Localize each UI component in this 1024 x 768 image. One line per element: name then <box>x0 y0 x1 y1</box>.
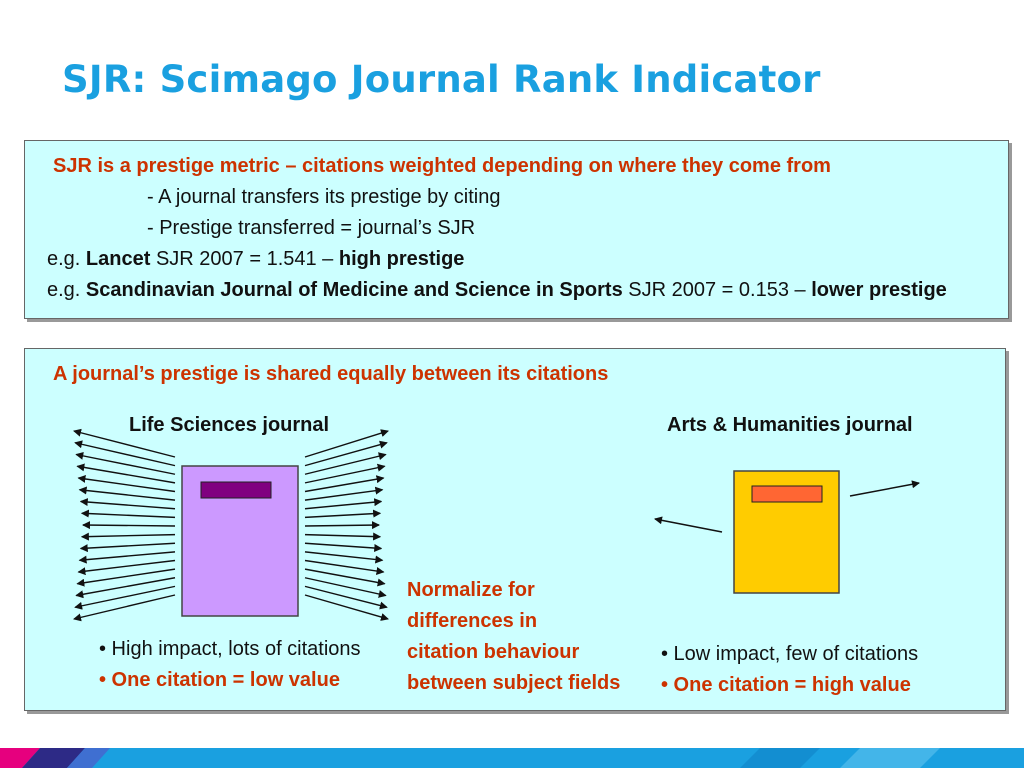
arts-point-value: • One citation = high value <box>661 674 911 696</box>
citation-arrow <box>304 551 384 564</box>
citation-arrow <box>74 585 176 610</box>
life-sciences-book-band <box>200 481 272 499</box>
citation-arrow <box>304 532 382 541</box>
citation-arrow <box>304 486 384 501</box>
example-lancet: e.g. Lancet SJR 2007 = 1.541 – high pres… <box>47 248 464 271</box>
citation-arrow <box>304 429 389 458</box>
sjr-value: SJR 2007 = 0.153 – <box>622 279 812 301</box>
citation-arrow <box>304 521 380 530</box>
journal-name: Scandinavian Journal of Medicine and Sci… <box>85 279 623 301</box>
citation-arrow <box>77 559 176 576</box>
citation-arrow <box>304 452 387 475</box>
eg-prefix: e.g. <box>47 248 86 270</box>
normalize-line3: citation behaviour <box>407 641 580 663</box>
normalize-line4: between subject fields <box>407 672 621 694</box>
arts-point-impact: • Low impact, few of citations <box>661 643 919 665</box>
slide-title: SJR: Scimago Journal Rank Indicator <box>62 58 821 101</box>
citation-arrow <box>78 551 176 564</box>
arts-humanities-label: Arts & Humanities journal <box>667 414 913 436</box>
prestige-verdict: lower prestige <box>811 279 947 301</box>
citation-arrow <box>80 532 176 541</box>
citation-arrow <box>304 577 387 598</box>
citation-arrow <box>78 486 176 501</box>
citation-arrow <box>74 440 176 467</box>
citation-arrow <box>304 594 389 621</box>
citation-arrow <box>849 480 920 497</box>
example-scandinavian: e.g. Scandinavian Journal of Medicine an… <box>47 279 947 302</box>
citation-arrow <box>304 498 383 510</box>
journal-name: Lancet <box>85 248 151 270</box>
citation-arrow <box>304 585 388 610</box>
citation-arrow <box>76 463 176 484</box>
citation-diagram <box>73 428 920 622</box>
prestige-verdict: high prestige <box>338 248 465 270</box>
prestige-sharing-panel: A journal’s prestige is shared equally b… <box>24 348 1006 711</box>
citation-arrow <box>79 498 176 510</box>
citation-arrow <box>304 542 383 553</box>
citation-arrow <box>304 463 386 484</box>
life-sciences-point-impact: • High impact, lots of citations <box>99 638 361 660</box>
citation-arrow <box>304 440 388 467</box>
citation-arrow <box>79 542 176 553</box>
citation-arrow <box>77 475 176 493</box>
citation-arrow <box>304 568 386 587</box>
sjr-definition-panel: SJR is a prestige metric – citations wei… <box>24 140 1009 319</box>
life-sciences-label: Life Sciences journal <box>129 414 330 436</box>
bottom-decorative-bar <box>0 748 1024 768</box>
citation-arrow <box>73 594 176 622</box>
citation-arrow <box>304 509 382 519</box>
citation-arrow <box>304 559 385 575</box>
normalize-line1: Normalize for <box>407 579 535 601</box>
life-sciences-citation-arrows <box>73 428 389 622</box>
panel1-heading: SJR is a prestige metric – citations wei… <box>53 155 831 177</box>
citation-arrow <box>76 568 176 587</box>
bullet-prestige-transferred: - Prestige transferred = journal’s SJR <box>147 217 476 239</box>
panel2-heading: A journal’s prestige is shared equally b… <box>53 363 609 385</box>
normalize-line2: differences in <box>407 610 538 632</box>
bullet-prestige-citing: - A journal transfers its prestige by ci… <box>147 186 501 208</box>
eg-prefix: e.g. <box>47 279 86 301</box>
citation-arrow <box>75 577 176 599</box>
citation-arrow <box>654 516 723 533</box>
citation-arrow <box>304 475 385 493</box>
citation-arrow <box>75 451 176 475</box>
arts-humanities-book-band <box>751 485 823 503</box>
citation-arrow <box>82 521 176 530</box>
citation-arrow <box>73 428 176 458</box>
life-sciences-point-value: • One citation = low value <box>99 669 340 691</box>
citation-arrow <box>80 509 176 519</box>
sjr-value: SJR 2007 = 1.541 – <box>150 248 339 270</box>
